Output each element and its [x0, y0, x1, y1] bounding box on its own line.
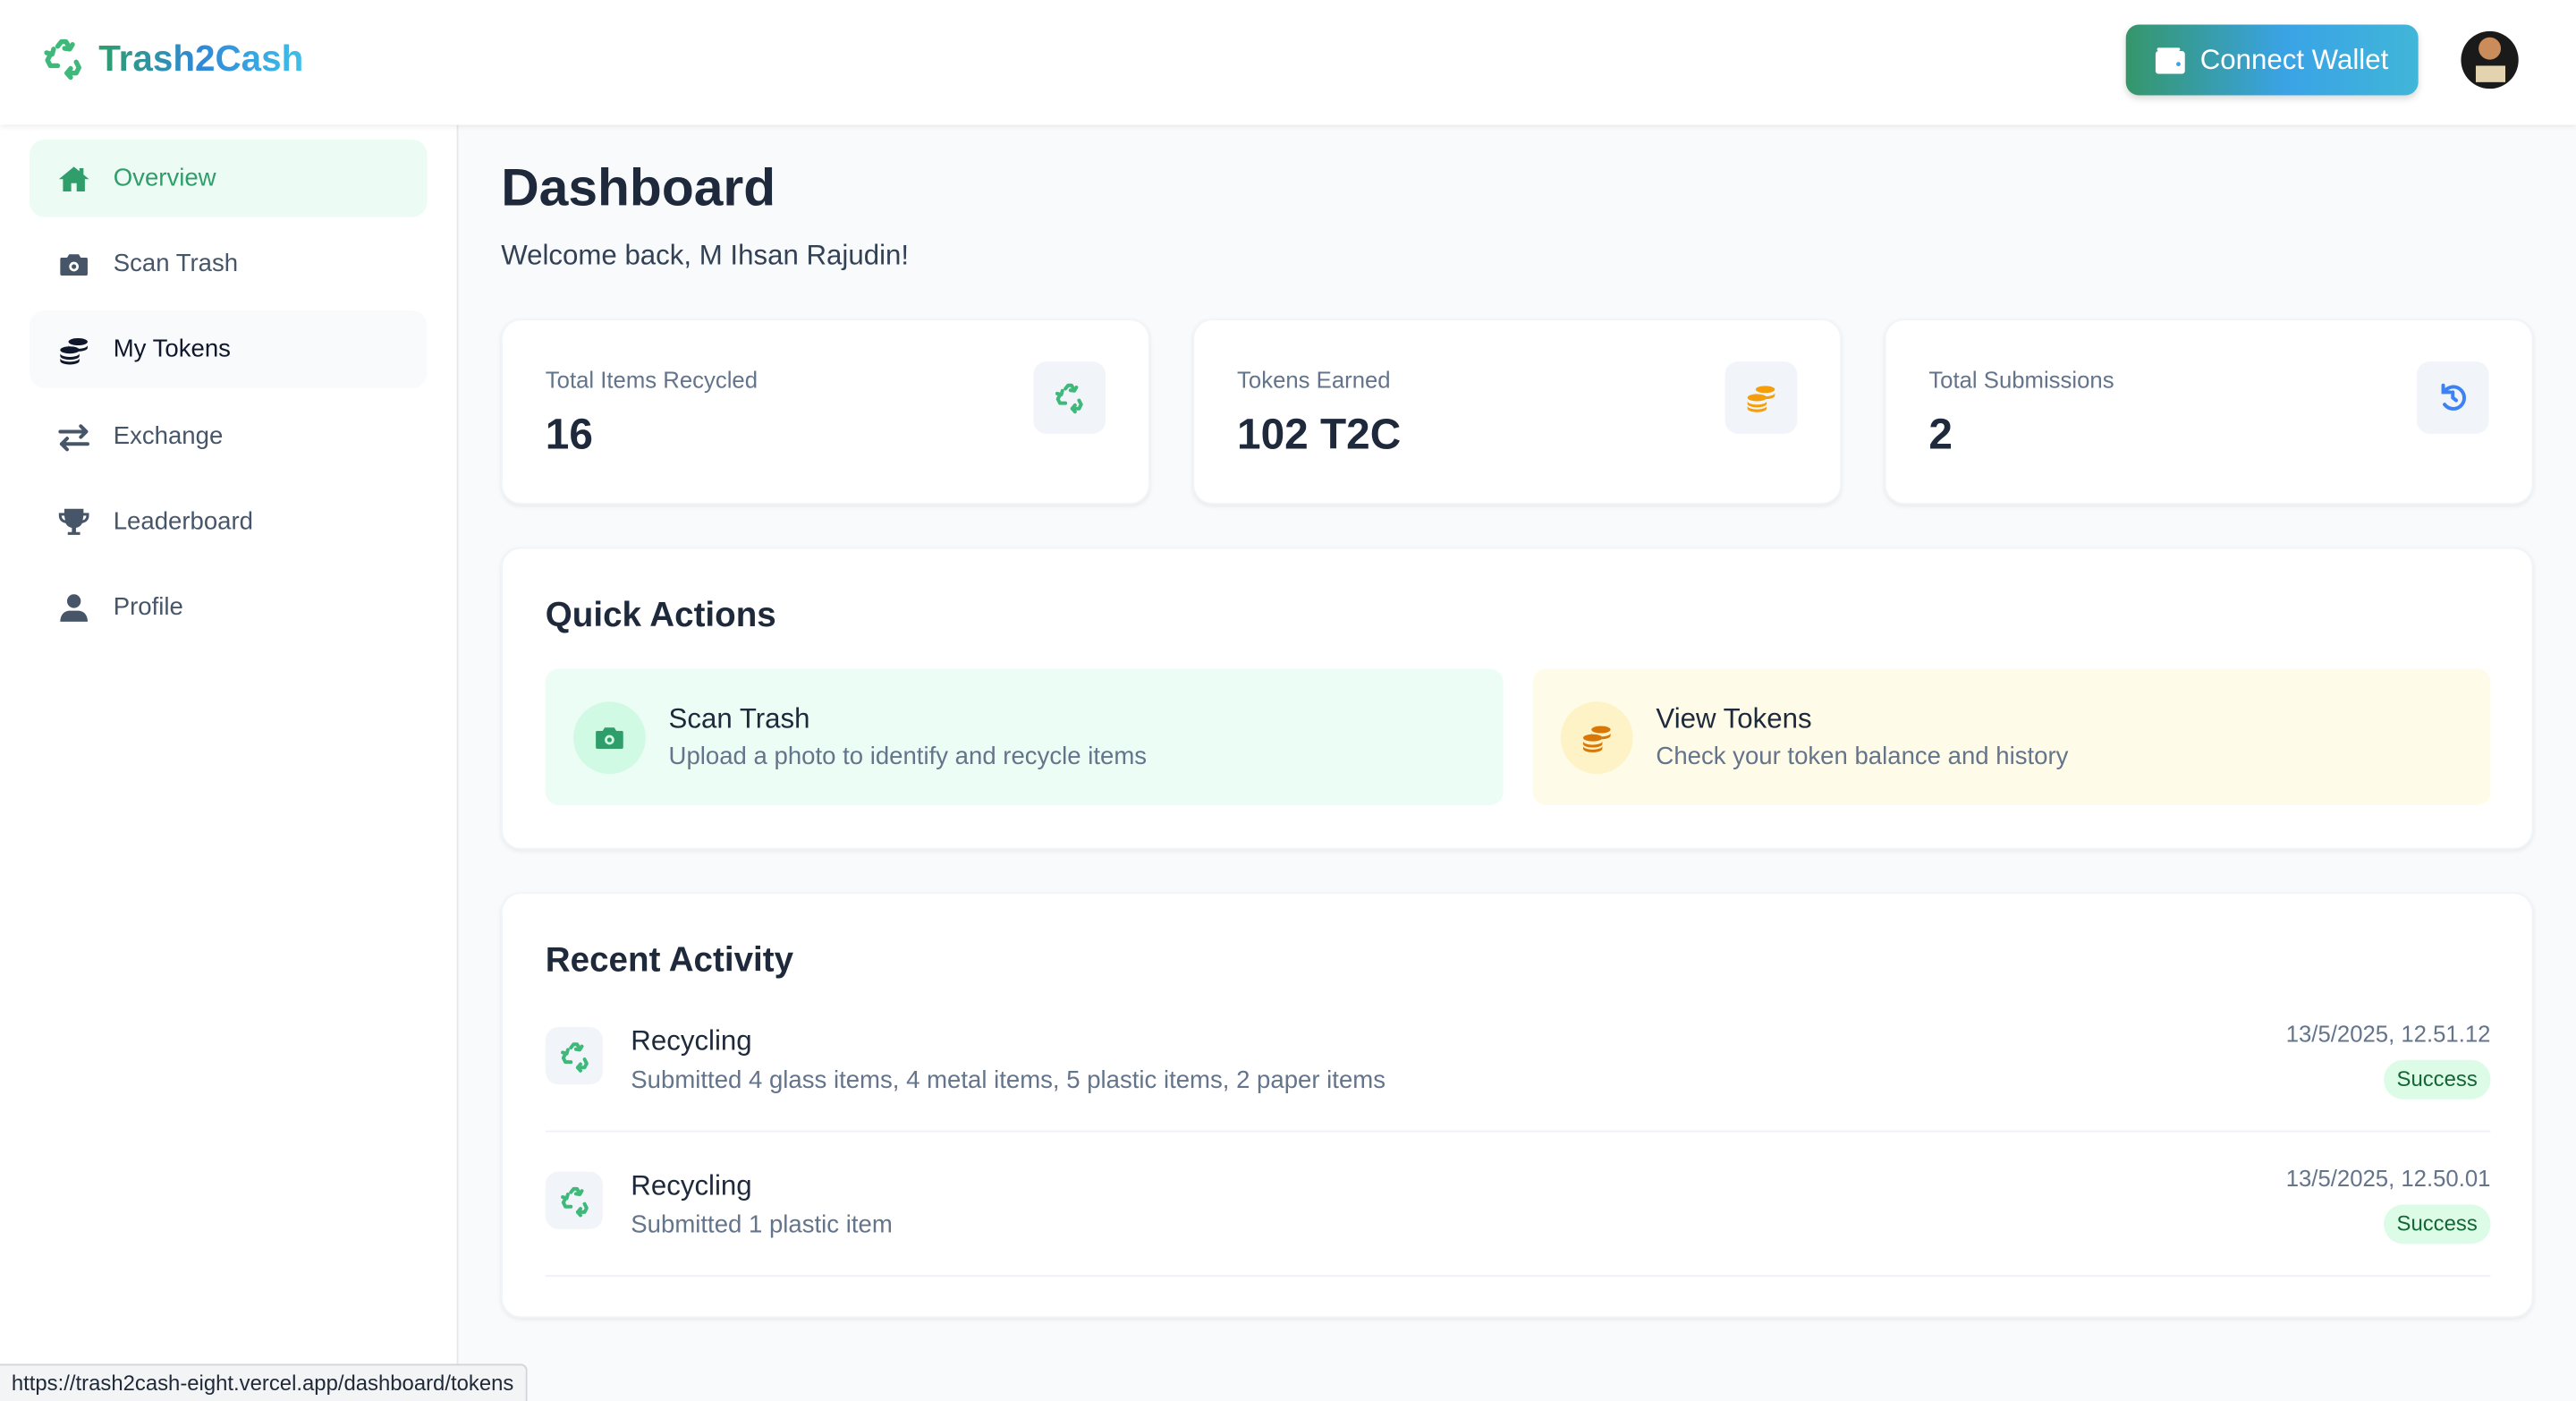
trophy-icon — [58, 507, 89, 534]
sidebar-item-overview[interactable]: Overview — [30, 140, 428, 217]
app-logo[interactable]: Trash2Cash — [41, 36, 303, 81]
action-desc: Upload a photo to identify and recycle i… — [668, 743, 1148, 771]
activity-title: Recycling — [631, 1169, 752, 1201]
history-icon — [2441, 383, 2466, 411]
exchange-icon — [58, 423, 89, 451]
connect-wallet-button[interactable]: Connect Wallet — [2125, 24, 2419, 96]
browser-status-url: https://trash2cash-eight.vercel.app/dash… — [0, 1363, 528, 1401]
sidebar-item-label: Leaderboard — [113, 507, 254, 536]
activity-title: Recycling — [631, 1025, 752, 1057]
quick-action-scan-trash[interactable]: Scan Trash Upload a photo to identify an… — [545, 668, 1504, 806]
sidebar: Overview Scan Trash My Tokens Exchange L… — [0, 124, 459, 1401]
section-title: Quick Actions — [545, 596, 776, 634]
stat-value: 16 — [545, 409, 593, 459]
sidebar-item-my-tokens[interactable]: My Tokens — [30, 310, 428, 388]
stat-value: 2 — [1928, 409, 1953, 459]
page-title: Dashboard — [501, 157, 776, 217]
coins-icon — [1745, 381, 1778, 414]
sidebar-item-scan-trash[interactable]: Scan Trash — [30, 225, 427, 302]
wallet-icon — [2156, 47, 2186, 73]
activity-row: Recycling Submitted 1 plastic item 13/5/… — [545, 1153, 2491, 1278]
camera-icon — [593, 720, 626, 753]
stat-label: Total Items Recycled — [545, 366, 758, 393]
sidebar-item-label: Profile — [113, 593, 183, 622]
section-title: Recent Activity — [545, 941, 794, 980]
recycle-icon — [558, 1184, 591, 1217]
activity-time: 13/5/2025, 12.51.12 — [2285, 1020, 2491, 1048]
stat-card-items-recycled: Total Items Recycled 16 — [501, 318, 1150, 505]
sidebar-item-label: Overview — [113, 164, 216, 192]
recycle-icon — [41, 36, 86, 81]
sidebar-item-leaderboard[interactable]: Leaderboard — [30, 483, 427, 560]
action-title: View Tokens — [1656, 703, 1812, 735]
stat-card-tokens-earned: Tokens Earned 102 T2C — [1192, 318, 1842, 505]
stat-value: 102 T2C — [1237, 409, 1402, 459]
quick-action-view-tokens[interactable]: View Tokens Check your token balance and… — [1532, 668, 2491, 806]
quick-actions-card: Quick Actions Scan Trash Upload a photo … — [501, 547, 2534, 850]
sidebar-item-profile[interactable]: Profile — [30, 569, 427, 646]
activity-desc: Submitted 1 plastic item — [631, 1210, 893, 1239]
status-badge: Success — [2383, 1204, 2491, 1244]
recent-activity-card: Recent Activity Recycling Submitted 4 gl… — [501, 892, 2534, 1319]
top-header: Trash2Cash Connect Wallet — [0, 0, 2576, 125]
stat-card-total-submissions: Total Submissions 2 — [1884, 318, 2534, 505]
welcome-message: Welcome back, M Ihsan Rajudin! — [501, 240, 910, 272]
activity-desc: Submitted 4 glass items, 4 metal items, … — [631, 1066, 1386, 1095]
sidebar-item-exchange[interactable]: Exchange — [30, 397, 427, 474]
coins-icon — [57, 333, 90, 366]
action-title: Scan Trash — [668, 703, 810, 735]
recycle-icon — [558, 1040, 591, 1073]
recycle-icon — [1053, 381, 1086, 414]
sidebar-item-label: Scan Trash — [113, 250, 239, 278]
status-badge: Success — [2383, 1059, 2491, 1100]
activity-time: 13/5/2025, 12.50.01 — [2285, 1165, 2491, 1192]
sidebar-item-label: Exchange — [113, 422, 224, 451]
action-desc: Check your token balance and history — [1656, 743, 2069, 771]
activity-row: Recycling Submitted 4 glass items, 4 met… — [545, 1009, 2491, 1133]
stat-label: Tokens Earned — [1237, 366, 1391, 393]
camera-icon — [57, 247, 90, 280]
user-avatar[interactable] — [2461, 30, 2519, 89]
connect-wallet-label: Connect Wallet — [2199, 43, 2389, 75]
app-name: Trash2Cash — [98, 37, 304, 79]
user-icon — [60, 593, 88, 621]
stat-label: Total Submissions — [1928, 366, 2114, 393]
sidebar-item-label: My Tokens — [113, 335, 231, 363]
home-icon — [58, 166, 89, 191]
coins-icon — [1580, 720, 1614, 753]
